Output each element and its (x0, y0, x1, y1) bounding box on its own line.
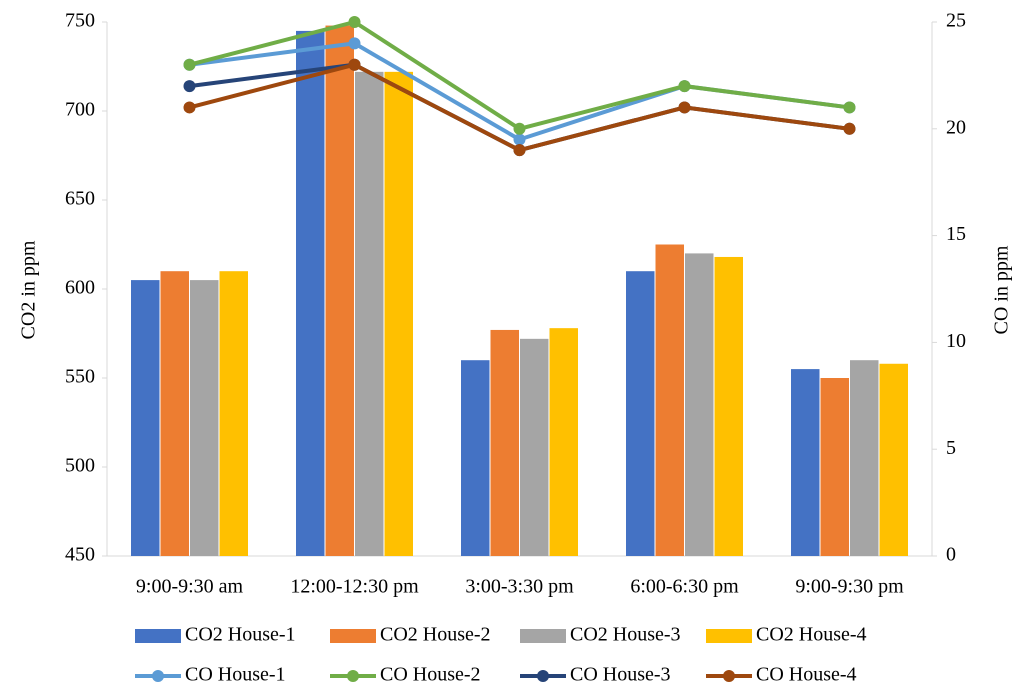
legend-swatch (330, 629, 376, 643)
y-tick-label: 650 (65, 188, 95, 210)
bar (219, 271, 248, 556)
legend-swatch (135, 629, 181, 643)
bar (685, 253, 714, 556)
legend-label: CO House-3 (570, 664, 671, 686)
bar (714, 256, 743, 556)
y2-axis-label: CO in ppm (991, 245, 1013, 334)
x-tick-label: 6:00-6:30 pm (630, 576, 739, 598)
y2-tick-label: 5 (946, 437, 956, 459)
bar (879, 363, 908, 556)
y2-tick-label: 10 (946, 330, 966, 352)
legend-swatch (706, 629, 752, 643)
point (843, 101, 856, 114)
x-tick-label: 9:00-9:30 am (136, 576, 244, 598)
y-tick-label: 600 (65, 277, 95, 299)
bar (850, 360, 879, 556)
x-tick-label: 12:00-12:30 pm (290, 576, 419, 598)
bar (355, 71, 384, 556)
legend-label: CO House-4 (756, 664, 857, 686)
point (348, 58, 361, 71)
bar (296, 30, 325, 556)
bar (131, 280, 160, 556)
bar (384, 71, 413, 556)
y2-tick-label: 20 (946, 116, 966, 138)
point (678, 80, 691, 93)
legend-swatch (520, 629, 566, 643)
bar (520, 338, 549, 556)
bar (655, 244, 684, 556)
bar (190, 280, 219, 556)
legend-swatch (347, 670, 359, 682)
legend-label: CO House-2 (380, 664, 481, 686)
bar (325, 25, 354, 557)
point (183, 58, 196, 71)
y-tick-label: 500 (65, 455, 95, 477)
point (183, 101, 196, 114)
y-tick-label: 750 (65, 10, 95, 32)
bar (461, 360, 490, 556)
bar (626, 271, 655, 556)
y2-tick-label: 0 (946, 544, 956, 566)
legend-label: CO2 House-4 (756, 624, 867, 646)
legend-swatch (723, 670, 735, 682)
point (678, 101, 691, 114)
y-tick-label: 700 (65, 99, 95, 121)
point (348, 37, 361, 50)
bar (490, 329, 519, 556)
bar (549, 328, 578, 556)
y-axis-label: CO2 in ppm (18, 240, 40, 339)
line (188, 19, 850, 131)
legend-label: CO House-1 (185, 664, 286, 686)
bar (820, 378, 849, 556)
legend-swatch (537, 670, 549, 682)
bar (160, 271, 189, 556)
x-tick-label: 3:00-3:30 pm (465, 576, 574, 598)
y-tick-label: 550 (65, 366, 95, 388)
legend-label: CO2 House-3 (570, 624, 681, 646)
x-tick-label: 9:00-9:30 pm (795, 576, 904, 598)
point (513, 122, 526, 135)
point (843, 122, 856, 135)
point (348, 16, 361, 28)
y-tick-label: 450 (65, 544, 95, 566)
y2-tick-label: 15 (946, 223, 966, 245)
legend-label: CO2 House-2 (380, 624, 491, 646)
y2-tick-label: 25 (946, 10, 966, 32)
legend-label: CO2 House-1 (185, 624, 296, 646)
point (183, 80, 196, 93)
bar (791, 369, 820, 556)
legend-swatch (152, 670, 164, 682)
point (513, 144, 526, 157)
point (513, 133, 526, 146)
